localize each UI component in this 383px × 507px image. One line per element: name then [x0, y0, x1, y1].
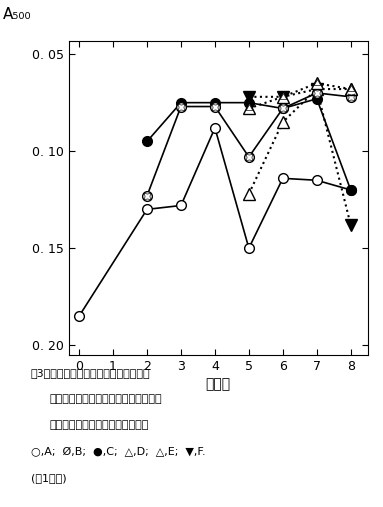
- Text: 湿重量あたり。リノール酸自動酸化に: 湿重量あたり。リノール酸自動酸化に: [50, 394, 162, 404]
- Text: 対する途害をロダン鉄法で測定。: 対する途害をロダン鉄法で測定。: [50, 420, 149, 430]
- Text: (図1参照): (図1参照): [31, 473, 66, 483]
- X-axis label: 日　数: 日 数: [206, 377, 231, 391]
- Text: 図3：大豆モヤシ脂溶性画分の抗酸化性: 図3：大豆モヤシ脂溶性画分の抗酸化性: [31, 368, 150, 378]
- Text: ○,A;  Ø,B;  ●,C;  △,D;  △,E;  ▼,F.: ○,A; Ø,B; ●,C; △,D; △,E; ▼,F.: [31, 447, 205, 457]
- Text: A₅₀₀: A₅₀₀: [3, 7, 32, 22]
